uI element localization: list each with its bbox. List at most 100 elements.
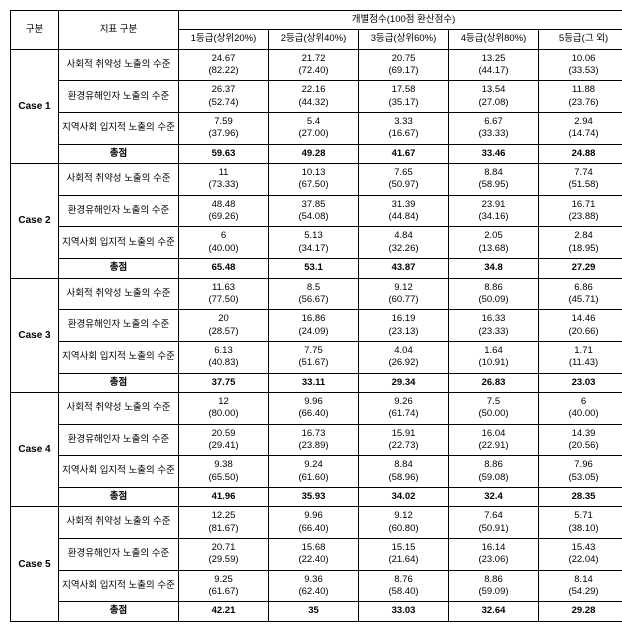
- score-cell: 9.36(62.40): [269, 570, 359, 602]
- header-score-title: 개별점수(100점 환산점수): [179, 11, 622, 30]
- score-converted: (44.32): [271, 97, 356, 109]
- header-grade-3: 3등급(상위60%): [359, 30, 449, 49]
- score-cell: 5.4(27.00): [269, 113, 359, 145]
- score-value: 48.48: [181, 199, 266, 211]
- total-cell: 35.93: [269, 487, 359, 506]
- score-converted: (33.33): [451, 128, 536, 140]
- score-converted: (33.53): [541, 65, 622, 77]
- score-cell: 7.74(51.58): [539, 164, 622, 196]
- score-converted: (23.06): [451, 554, 536, 566]
- score-cell: 16.14(23.06): [449, 539, 539, 571]
- table-row: 지역사회 입지적 노출의 수준9.38(65.50)9.24(61.60)8.8…: [11, 456, 622, 488]
- score-cell: 37.85(54.08): [269, 195, 359, 227]
- score-value: 7.96: [541, 459, 622, 471]
- score-converted: (22.04): [541, 554, 622, 566]
- score-converted: (23.88): [541, 211, 622, 223]
- score-converted: (77.50): [181, 294, 266, 306]
- table-row: 환경유해인자 노출의 수준20.71(29.59)15.68(22.40)15.…: [11, 539, 622, 571]
- score-cell: 9.38(65.50): [179, 456, 269, 488]
- score-value: 15.15: [361, 542, 446, 554]
- score-converted: (16.67): [361, 128, 446, 140]
- score-cell: 7.65(50.97): [359, 164, 449, 196]
- total-cell: 23.03: [539, 373, 622, 392]
- score-value: 7.64: [451, 510, 536, 522]
- score-converted: (60.80): [361, 523, 446, 535]
- table-row: 환경유해인자 노출의 수준48.48(69.26)37.85(54.08)31.…: [11, 195, 622, 227]
- table-row: 지역사회 입지적 노출의 수준7.59(37.96)5.4(27.00)3.33…: [11, 113, 622, 145]
- score-converted: (11.43): [541, 357, 622, 369]
- total-label: 총점: [59, 487, 179, 506]
- score-value: 6: [541, 396, 622, 408]
- score-converted: (29.59): [181, 554, 266, 566]
- score-value: 16.33: [451, 313, 536, 325]
- score-cell: 11.63(77.50): [179, 278, 269, 310]
- score-cell: 8.84(58.95): [449, 164, 539, 196]
- score-cell: 9.24(61.60): [269, 456, 359, 488]
- score-converted: (54.29): [541, 586, 622, 598]
- score-value: 5.13: [271, 230, 356, 242]
- score-cell: 31.39(44.84): [359, 195, 449, 227]
- score-value: 8.5: [271, 282, 356, 294]
- score-value: 15.43: [541, 542, 622, 554]
- score-converted: (73.33): [181, 179, 266, 191]
- score-converted: (50.00): [451, 408, 536, 420]
- score-cell: 9.96(66.40): [269, 392, 359, 424]
- score-value: 8.86: [451, 574, 536, 586]
- score-value: 13.25: [451, 53, 536, 65]
- score-cell: 26.37(52.74): [179, 81, 269, 113]
- score-cell: 20.71(29.59): [179, 539, 269, 571]
- score-value: 17.58: [361, 84, 446, 96]
- score-converted: (81.67): [181, 523, 266, 535]
- indicator-label: 지역사회 입지적 노출의 수준: [59, 227, 179, 259]
- indicator-label: 사회적 취약성 노출의 수준: [59, 164, 179, 196]
- score-value: 2.94: [541, 116, 622, 128]
- score-cell: 23.91(34.16): [449, 195, 539, 227]
- score-value: 12.25: [181, 510, 266, 522]
- table-row: 지역사회 입지적 노출의 수준9.25(61.67)9.36(62.40)8.7…: [11, 570, 622, 602]
- score-cell: 6.67(33.33): [449, 113, 539, 145]
- score-value: 1.71: [541, 345, 622, 357]
- header-gubun: 구분: [11, 11, 59, 50]
- score-cell: 4.04(26.92): [359, 341, 449, 373]
- score-cell: 16.71(23.88): [539, 195, 622, 227]
- score-converted: (51.58): [541, 179, 622, 191]
- score-value: 31.39: [361, 199, 446, 211]
- table-row: Case 4사회적 취약성 노출의 수준12(80.00)9.96(66.40)…: [11, 392, 622, 424]
- score-converted: (44.17): [451, 65, 536, 77]
- score-value: 9.96: [271, 510, 356, 522]
- score-converted: (58.95): [451, 179, 536, 191]
- score-converted: (23.33): [451, 326, 536, 338]
- score-converted: (58.40): [361, 586, 446, 598]
- score-converted: (44.84): [361, 211, 446, 223]
- score-value: 9.12: [361, 282, 446, 294]
- score-cell: 7.64(50.91): [449, 507, 539, 539]
- score-value: 21.72: [271, 53, 356, 65]
- score-converted: (65.50): [181, 472, 266, 484]
- score-value: 10.13: [271, 167, 356, 179]
- score-converted: (40.83): [181, 357, 266, 369]
- score-value: 8.84: [361, 459, 446, 471]
- score-value: 16.14: [451, 542, 536, 554]
- score-converted: (61.74): [361, 408, 446, 420]
- score-value: 6: [181, 230, 266, 242]
- table-body: Case 1사회적 취약성 노출의 수준24.67(82.22)21.72(72…: [11, 49, 622, 621]
- score-table: 구분 지표 구분 개별점수(100점 환산점수) 1등급(상위20%) 2등급(…: [10, 10, 622, 622]
- score-value: 4.84: [361, 230, 446, 242]
- score-cell: 1.71(11.43): [539, 341, 622, 373]
- score-value: 16.86: [271, 313, 356, 325]
- score-converted: (20.66): [541, 326, 622, 338]
- score-value: 20.59: [181, 428, 266, 440]
- score-value: 7.75: [271, 345, 356, 357]
- total-cell: 29.34: [359, 373, 449, 392]
- header-grade-5: 5등급(그 외): [539, 30, 622, 49]
- score-value: 14.39: [541, 428, 622, 440]
- score-converted: (13.68): [451, 243, 536, 255]
- score-cell: 20.59(29.41): [179, 424, 269, 456]
- score-cell: 12(80.00): [179, 392, 269, 424]
- score-converted: (82.22): [181, 65, 266, 77]
- table-row: Case 3사회적 취약성 노출의 수준11.63(77.50)8.5(56.6…: [11, 278, 622, 310]
- score-cell: 22.16(44.32): [269, 81, 359, 113]
- score-converted: (51.67): [271, 357, 356, 369]
- score-converted: (22.91): [451, 440, 536, 452]
- score-cell: 2.84(18.95): [539, 227, 622, 259]
